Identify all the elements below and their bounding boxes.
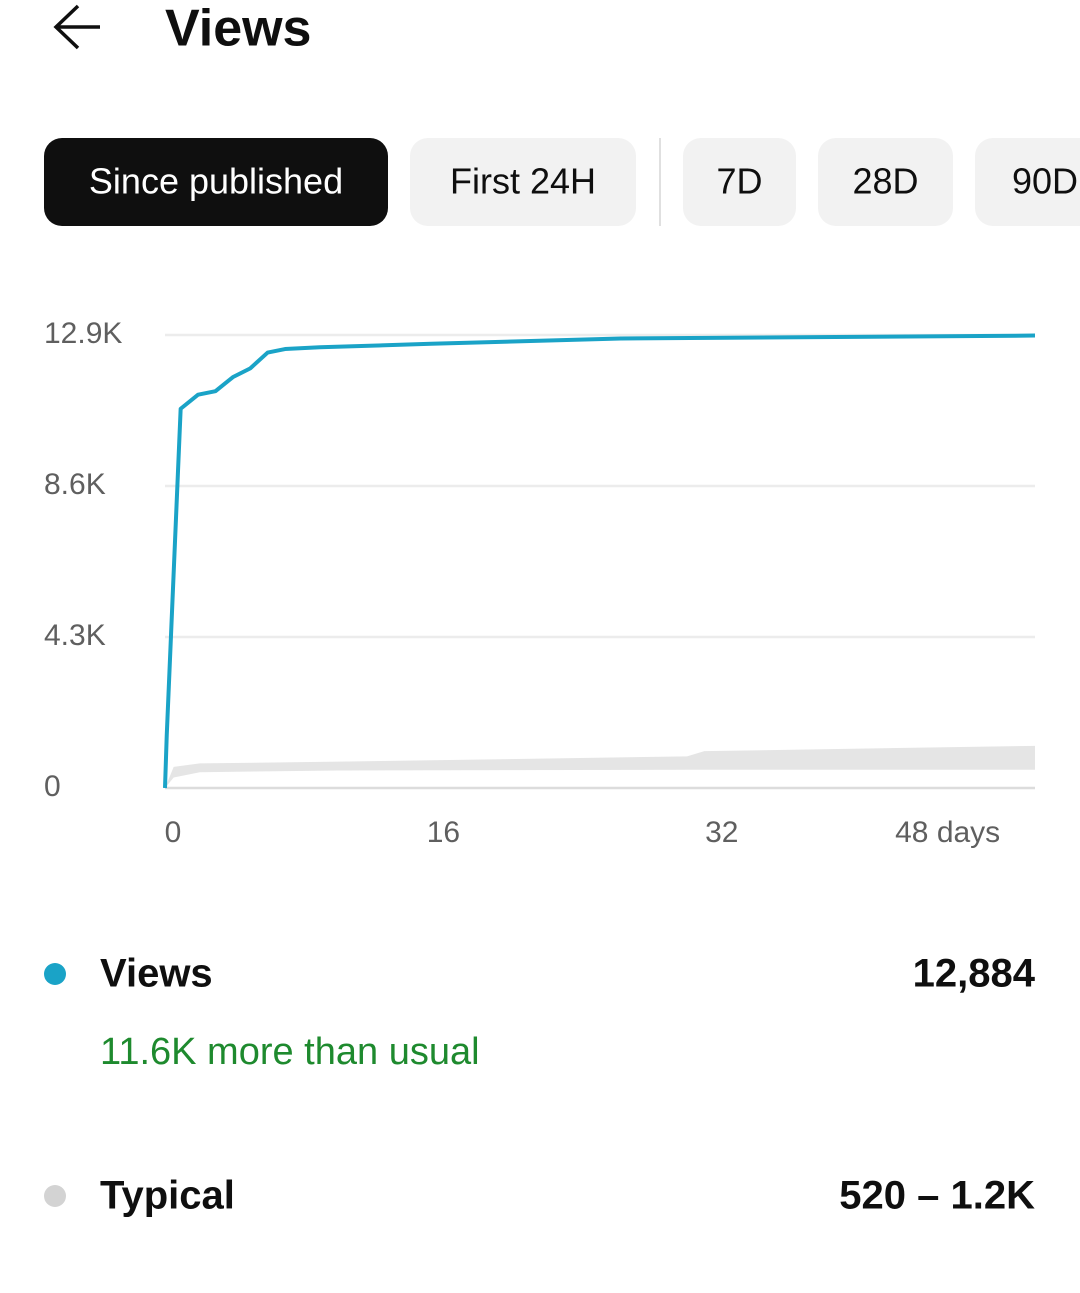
legend-dot [44,963,66,985]
summary-label: Typical [100,1174,235,1218]
summary-label: Views [100,952,213,996]
tab-label: Since published [89,161,343,202]
tab[interactable]: Since published [44,138,388,226]
summary-value: 520 – 1.2K [839,1174,1035,1218]
x-tick-label: 32 [705,816,738,849]
tab-label: First 24H [450,161,596,202]
tab-background [683,138,796,226]
back-arrow [53,4,100,50]
y-tick-label: 0 [44,770,61,803]
tab-background [44,138,388,226]
y-tick-label: 4.3K [44,619,106,652]
tab-background [410,138,636,226]
tab-label: 90D [1012,161,1078,202]
tab[interactable]: First 24H [410,138,636,226]
x-tick-label: 48 days [895,816,1000,849]
back-button[interactable] [53,4,100,50]
typical-band [165,745,1035,788]
tab[interactable]: 7D [683,138,796,226]
page-title: Views [165,0,311,58]
tab-background [975,138,1080,226]
summary-note: 11.6K more than usual [100,1031,480,1073]
x-tick-label: 16 [427,816,460,849]
tab[interactable]: 28D [818,138,953,226]
tab[interactable]: 90D [975,138,1080,226]
x-tick-label: 0 [165,816,182,849]
y-tick-label: 12.9K [44,317,122,350]
summary-value: 12,884 [913,952,1036,996]
tab-label: 7D [716,161,762,202]
legend-dot [44,1185,66,1207]
tab-background [818,138,953,226]
views-line [163,333,1036,789]
tab-label: 28D [852,161,918,202]
y-tick-label: 8.6K [44,468,106,501]
